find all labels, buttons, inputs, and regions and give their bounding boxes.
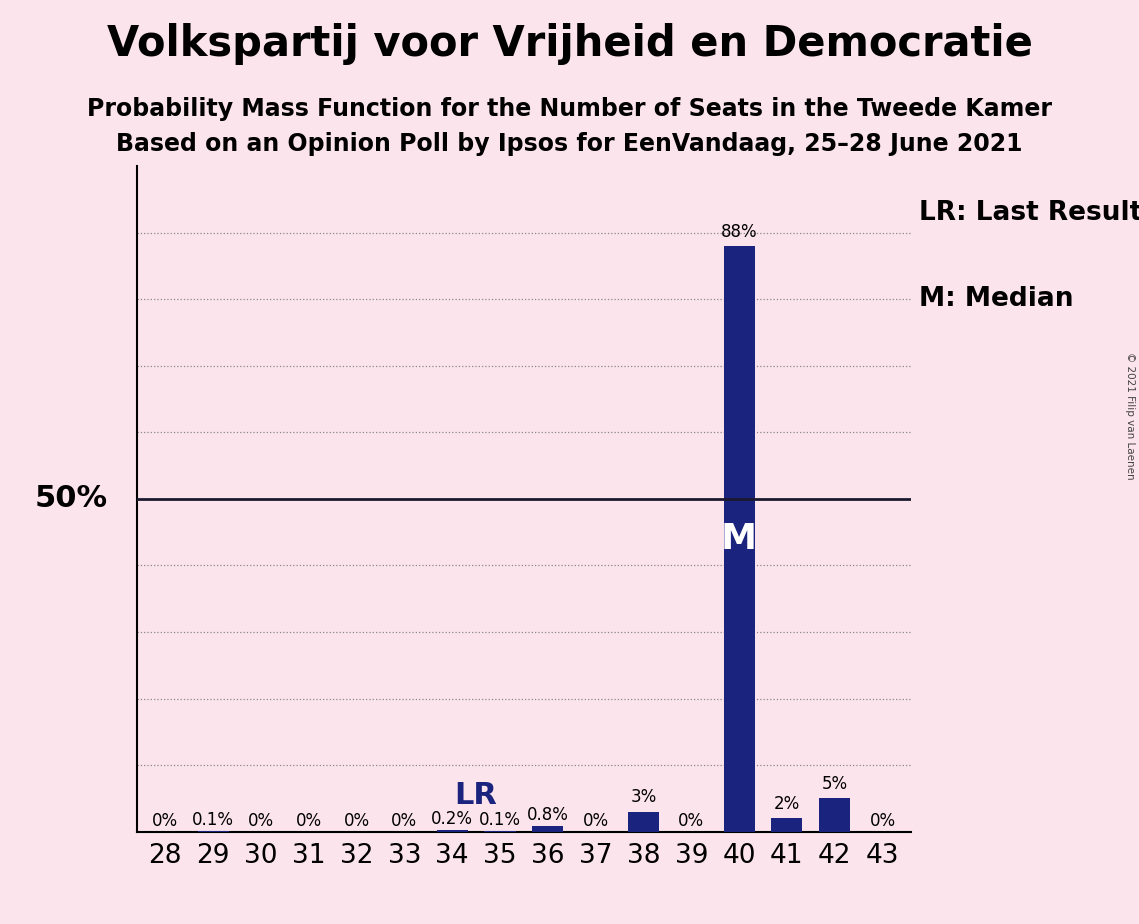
Text: M: Median: M: Median (919, 286, 1073, 312)
Text: 0%: 0% (678, 811, 704, 830)
Bar (819, 798, 850, 832)
Text: Based on an Opinion Poll by Ipsos for EenVandaag, 25–28 June 2021: Based on an Opinion Poll by Ipsos for Ee… (116, 132, 1023, 156)
Bar (723, 246, 755, 832)
Text: 0%: 0% (344, 811, 370, 830)
Text: 5%: 5% (821, 775, 847, 793)
Text: 0.1%: 0.1% (192, 811, 235, 829)
Text: 0%: 0% (582, 811, 608, 830)
Text: Volkspartij voor Vrijheid en Democratie: Volkspartij voor Vrijheid en Democratie (107, 23, 1032, 65)
Text: LR: LR (454, 781, 498, 809)
Bar (771, 819, 803, 832)
Text: 2%: 2% (773, 795, 800, 813)
Bar (436, 831, 468, 832)
Text: 0%: 0% (869, 811, 895, 830)
Text: Probability Mass Function for the Number of Seats in the Tweede Kamer: Probability Mass Function for the Number… (87, 97, 1052, 121)
Text: 0.1%: 0.1% (480, 811, 521, 829)
Text: © 2021 Filip van Laenen: © 2021 Filip van Laenen (1125, 352, 1134, 480)
Text: 0%: 0% (392, 811, 418, 830)
Text: 0%: 0% (153, 811, 179, 830)
Text: 88%: 88% (721, 223, 757, 241)
Text: 3%: 3% (630, 788, 656, 807)
Text: 50%: 50% (35, 484, 108, 514)
Text: LR: Last Result: LR: Last Result (919, 200, 1139, 225)
Text: 0.2%: 0.2% (432, 810, 473, 828)
Bar (628, 811, 659, 832)
Text: 0.8%: 0.8% (527, 807, 568, 824)
Bar (532, 826, 564, 832)
Text: 0%: 0% (296, 811, 322, 830)
Text: M: M (721, 522, 757, 556)
Text: 0%: 0% (248, 811, 274, 830)
